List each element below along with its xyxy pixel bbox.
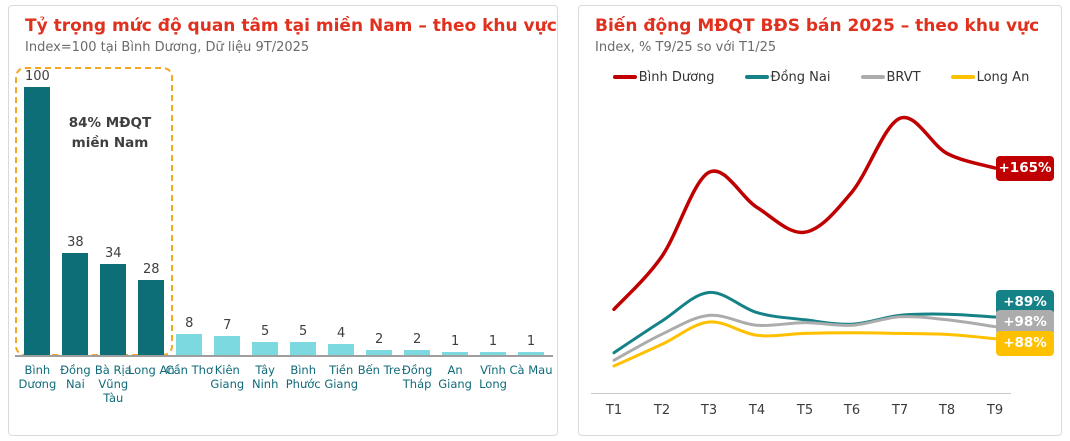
bar-group: 1 An Giang — [436, 61, 474, 391]
legend-line-swatch — [612, 75, 637, 79]
legend-line-swatch — [950, 75, 975, 79]
bar-value-label: 34 — [105, 245, 122, 261]
legend-label: Đồng Nai — [770, 69, 831, 85]
legend-line-swatch — [860, 75, 885, 79]
bar-group: 28 Long An — [128, 61, 175, 377]
line-chart: +165% +89% +98% +88% — [599, 96, 1069, 396]
bar-value-label: 28 — [143, 262, 160, 277]
end-value-badge: +98% — [996, 309, 1054, 335]
bar — [518, 352, 544, 355]
bar-group: 5 Bình Phước — [284, 61, 322, 391]
line-chart-title: Biến động MĐQT BĐS bán 2025 – theo khu v… — [595, 16, 1040, 36]
bar-category-label: An Giang — [438, 363, 472, 392]
bar — [62, 253, 89, 355]
bar-group: 8 Cần Thơ — [166, 61, 213, 377]
bar — [100, 263, 127, 355]
line-x-axis-label: T1 — [605, 403, 623, 418]
bar-group: 7 Kiên Giang — [208, 61, 246, 391]
line-series — [612, 290, 997, 355]
line-x-axis-label: T7 — [891, 403, 909, 418]
bar-value-label: 5 — [261, 323, 270, 339]
bar-value-label: 38 — [67, 235, 84, 251]
bar-category-label: Bình Dương — [18, 363, 57, 392]
bar-category-label: Tây Ninh — [252, 363, 279, 392]
bar-value-label: 1 — [526, 334, 536, 350]
bar-group: 2 Đồng Tháp — [398, 61, 436, 391]
bar-category-label: Bến Tre — [357, 363, 401, 377]
bar-category-label: Đồng Nai — [60, 363, 91, 392]
bar-chart-card: Tỷ trọng mức độ quan tâm tại miền Nam – … — [8, 5, 558, 436]
bar-group: 5 Tây Ninh — [246, 61, 284, 391]
bar-value-label: 2 — [374, 331, 384, 347]
line-x-axis-label: T3 — [700, 403, 718, 418]
bar-category-label: Tiền Giang — [324, 363, 359, 392]
bar-value-label: 5 — [299, 323, 308, 339]
bar-value-label: 1 — [450, 334, 460, 350]
bar-category-label: Bình Phước — [285, 363, 321, 392]
bar-category-label: Cần Thơ — [165, 363, 213, 377]
line-x-axis-line — [591, 393, 1011, 394]
bar-group: 2 Bến Tre — [358, 61, 401, 377]
highlight-annotation: 84% MĐQT miền Nam — [68, 115, 152, 152]
legend-item: Long An — [950, 69, 1030, 85]
line-x-axis-label: T9 — [986, 403, 1004, 418]
bar-category-label: Kiên Giang — [210, 363, 245, 392]
line-series — [612, 313, 997, 362]
bar-group: 100 Bình Dương — [18, 61, 57, 391]
bar-value-label: 100 — [24, 69, 50, 84]
line-chart-subtitle: Index, % T9/25 so với T1/25 — [595, 40, 777, 56]
bar — [24, 87, 51, 355]
bar — [442, 352, 469, 355]
bar-category-label: Vĩnh Long — [479, 363, 507, 392]
line-x-axis-label: T6 — [843, 403, 861, 418]
bar — [176, 333, 203, 355]
bar — [366, 349, 393, 355]
line-x-axis-label: T8 — [938, 403, 956, 418]
end-value-badge: +88% — [996, 330, 1054, 356]
bar — [252, 341, 279, 355]
legend: Bình Dương Đồng Nai BRVT Long An — [579, 68, 1063, 86]
line-chart-canvas — [612, 115, 997, 368]
bar-group: 34 Bà Rịa Vũng Tàu — [94, 61, 132, 405]
bar — [214, 336, 241, 355]
line-series — [612, 115, 997, 312]
bar-category-label: Cà Mau — [509, 363, 553, 377]
legend-label: Long An — [976, 69, 1030, 85]
bar-value-label: 4 — [337, 326, 346, 342]
bar-category-label: Bà Rịa Vũng Tàu — [94, 363, 132, 406]
bar — [404, 349, 431, 355]
bar-value-label: 2 — [412, 331, 422, 347]
line-x-axis-label: T4 — [748, 403, 766, 418]
bar — [290, 341, 317, 355]
bar-x-axis-line — [15, 355, 553, 357]
bar-value-label: 1 — [488, 334, 498, 350]
legend-line-swatch — [744, 75, 769, 79]
bar-category-label: Long An — [127, 363, 175, 377]
bar-group: 1 Vĩnh Long — [474, 61, 512, 391]
legend-item: Đồng Nai — [744, 69, 831, 85]
bar — [480, 352, 506, 355]
legend-item: BRVT — [860, 69, 921, 85]
bar-category-label: Đồng Tháp — [401, 363, 433, 392]
bar-chart-title: Tỷ trọng mức độ quan tâm tại miền Nam – … — [25, 16, 557, 36]
end-value-badge: +165% — [996, 155, 1054, 181]
bar-value-label: 8 — [185, 315, 194, 331]
bar-chart: 84% MĐQT miền Nam 100 Bình Dương 38 Đồng Na… — [9, 61, 559, 437]
bar-chart-subtitle: Index=100 tại Bình Dương, Dữ liệu 9T/202… — [25, 40, 310, 56]
line-series — [612, 320, 997, 368]
legend-item: Bình Dương — [612, 69, 715, 85]
line-x-axis-label: T2 — [653, 403, 671, 418]
bar — [328, 344, 355, 355]
bar-group: 4 Tiền Giang — [322, 61, 360, 391]
bar-group: 1 Cà Mau — [510, 61, 553, 377]
line-x-axis-label: T5 — [796, 403, 814, 418]
bar-group: 38 Đồng Nai — [56, 61, 94, 391]
line-chart-card: Biến động MĐQT BĐS bán 2025 – theo khu v… — [578, 5, 1062, 436]
bar-value-label: 7 — [223, 318, 232, 334]
legend-label: Bình Dương — [638, 69, 715, 85]
legend-label: BRVT — [886, 69, 921, 85]
bar — [138, 280, 165, 355]
